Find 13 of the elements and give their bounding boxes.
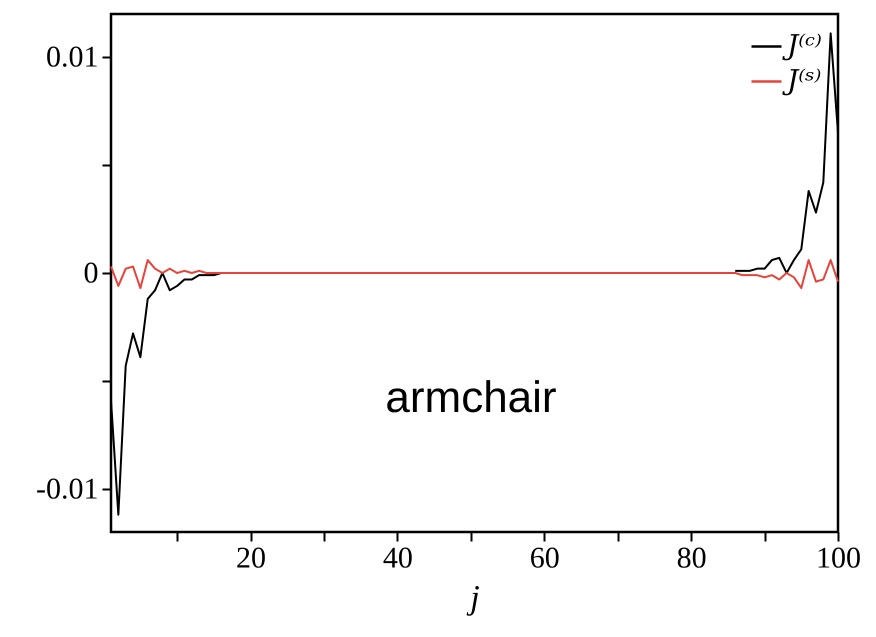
y-tick-label: -0.01 [36,472,98,506]
x-tick-label: 20 [236,542,266,574]
x-tick-label: 80 [676,542,707,574]
annotation: armchair [385,373,557,422]
legend-label: J⁽ᶜ⁾ [782,28,822,62]
x-tick-label: 100 [816,542,861,574]
y-tick-label: 0.01 [46,40,98,74]
x-axis-title: j [466,580,480,616]
line-series [110,259,839,290]
legend-label: J⁽ˢ⁾ [782,64,822,96]
y-tick-label: 0 [84,256,98,290]
x-tick-label: 60 [530,542,560,574]
x-tick-label: 40 [382,542,413,574]
